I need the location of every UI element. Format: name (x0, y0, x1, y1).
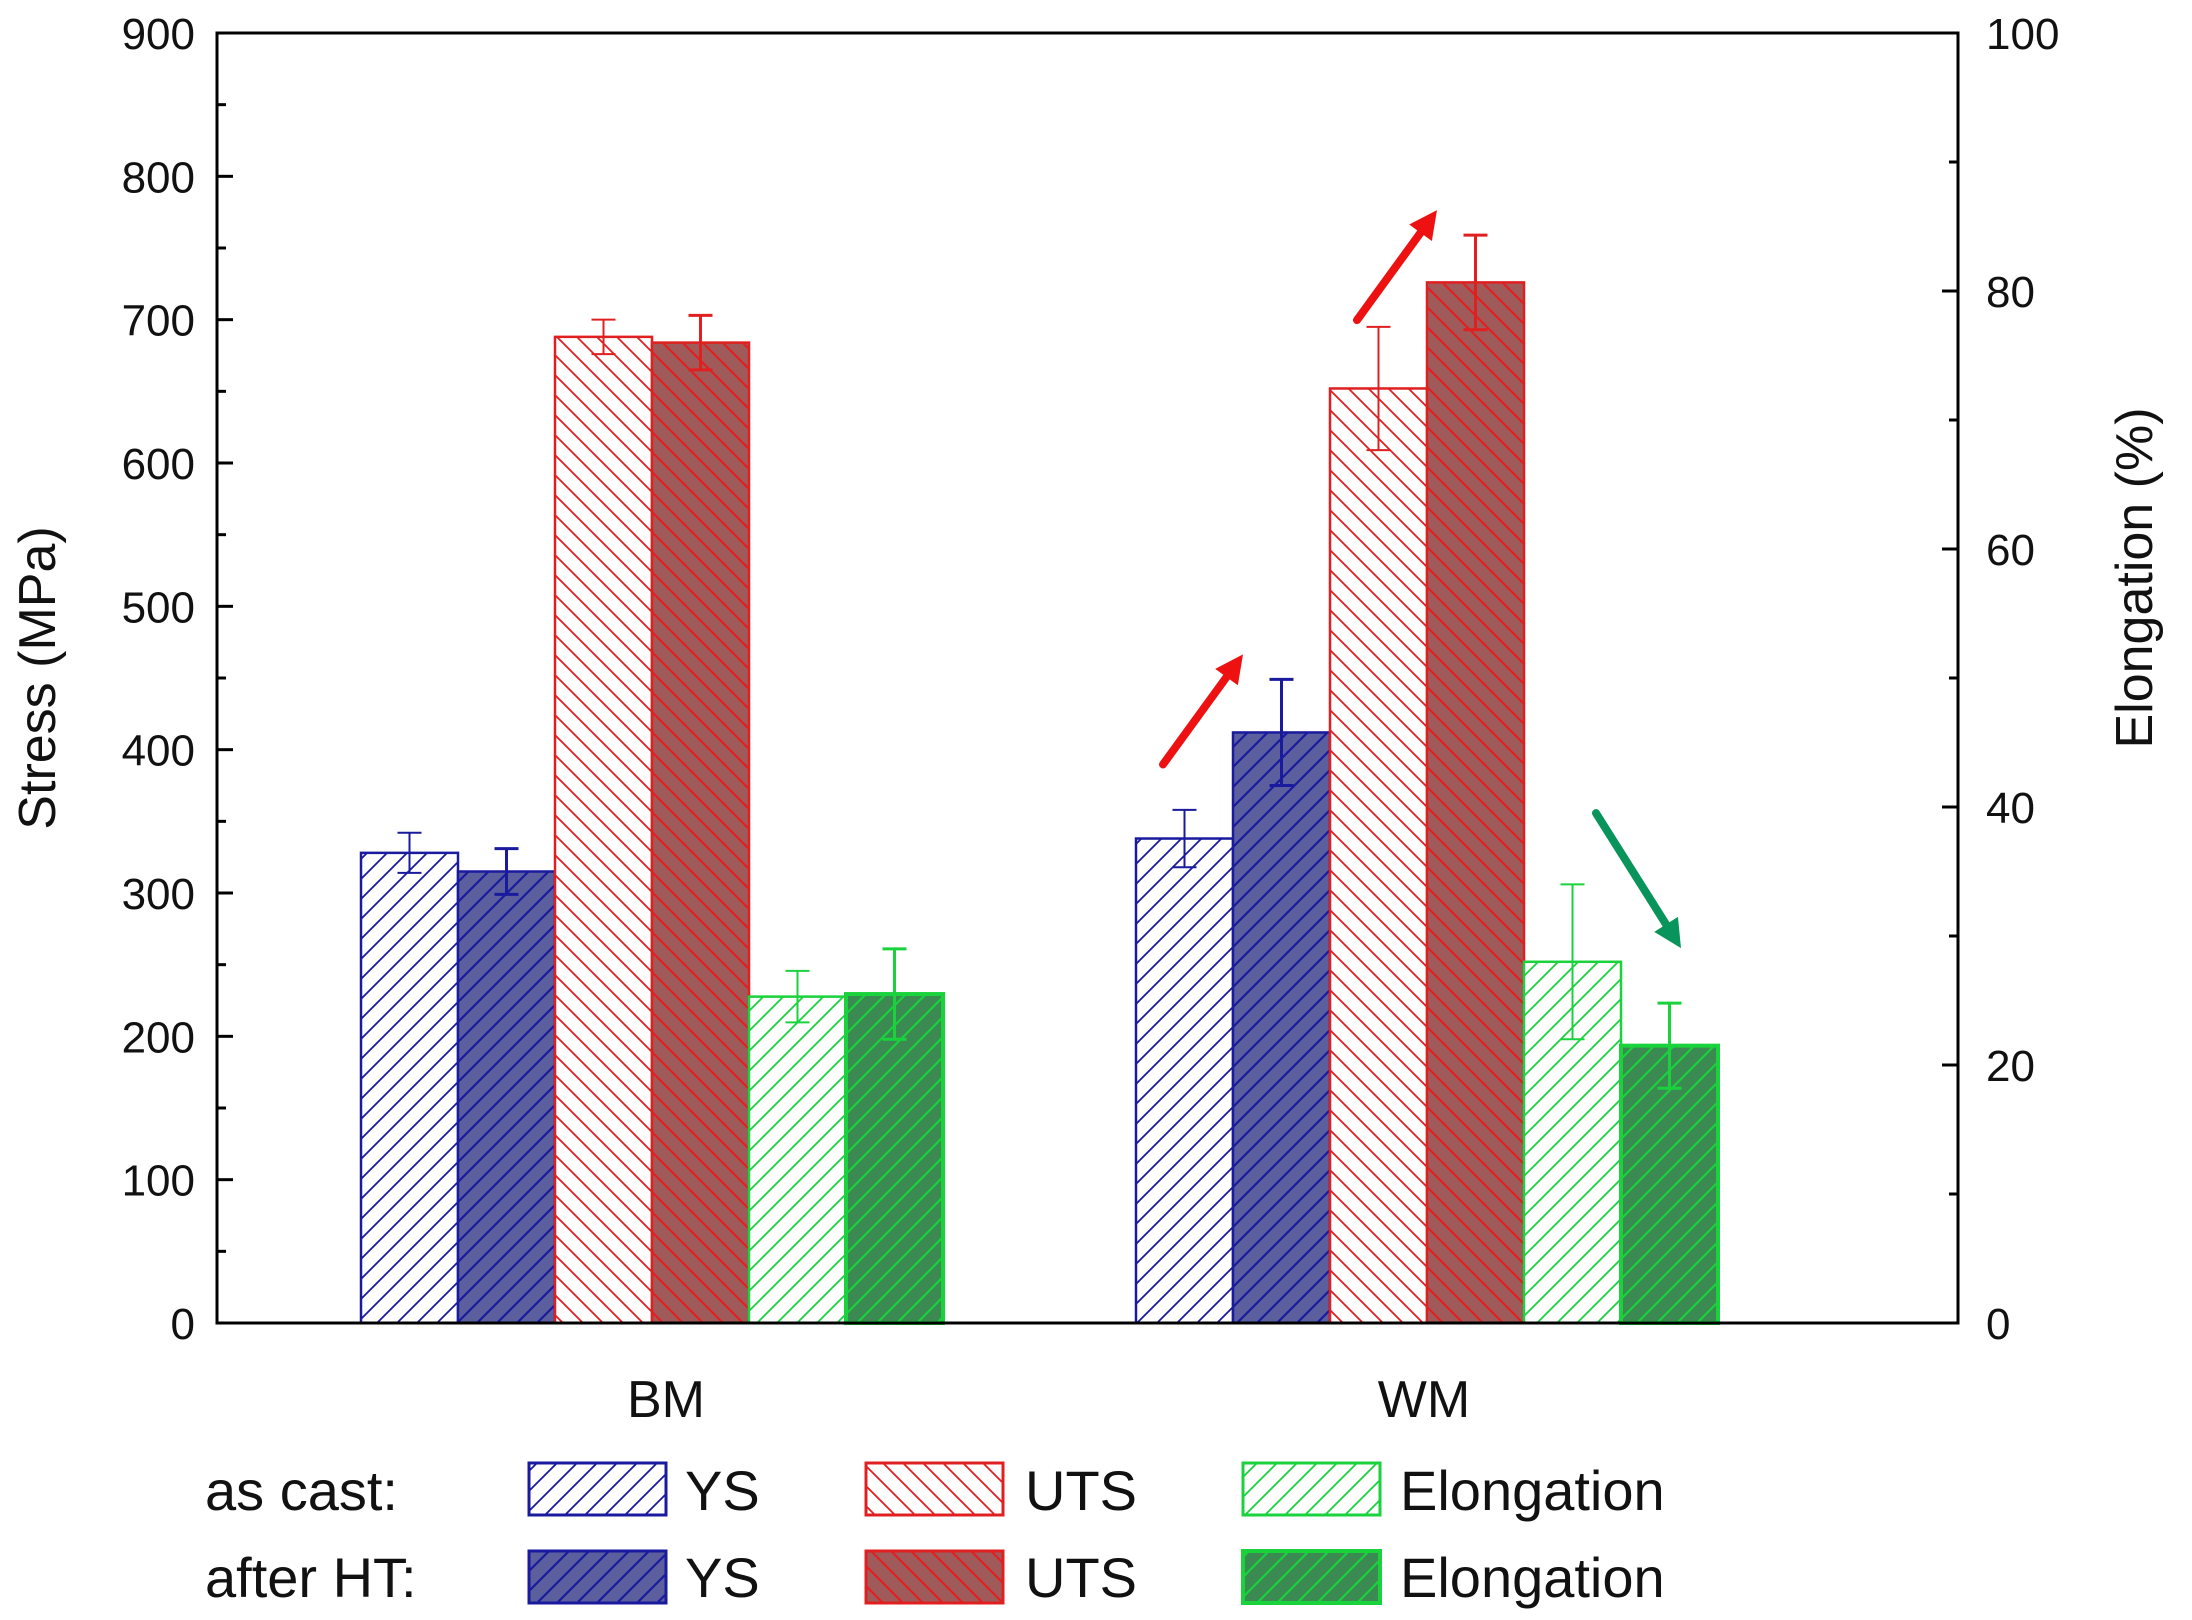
legend-swatch-uts-as-cast (864, 1461, 1005, 1517)
y-left-tick-label: 400 (122, 727, 195, 776)
y-left-tick-label: 700 (122, 297, 195, 346)
error-bar-bm-uts-cast (591, 318, 616, 356)
y-left-tick-label: 900 (122, 10, 195, 59)
legend-row-as-cast-label: as cast: (205, 1459, 398, 1522)
bar-bm-uts-ht (650, 341, 751, 1325)
bars-layer (359, 281, 1720, 1326)
legend-text-uts-as-cast: UTS (1025, 1459, 1137, 1522)
legend-text-elongation-as-cast: Elongation (1400, 1459, 1665, 1522)
trend-arrow-up-uts-ht (1353, 210, 1437, 325)
legend-row-after-ht-label: after HT: (205, 1546, 417, 1609)
bar-bm-ys-ht (456, 870, 557, 1325)
error-bar-wm-el-cast (1560, 883, 1585, 1041)
legend-text-uts-after-ht: UTS (1025, 1546, 1137, 1609)
legend-swatch-uts-after-ht (864, 1549, 1005, 1605)
category-label-wm: WM (1378, 1371, 1470, 1429)
y-right-tick-label: 40 (1986, 784, 2035, 833)
bar-bm-ys-cast (359, 851, 460, 1325)
y-right-tick-label: 20 (1986, 1042, 2035, 1091)
error-bar-bm-el-ht (882, 947, 907, 1041)
error-bar-bm-el-cast (785, 969, 810, 1024)
legend-text-ys-after-ht: YS (685, 1546, 760, 1609)
trend-arrow-up-ys-ht (1159, 654, 1243, 769)
legend-text-elongation-after-ht: Elongation (1400, 1546, 1665, 1609)
trend-arrow-down-el-ht (1592, 809, 1681, 949)
error-bar-wm-el-ht (1657, 1001, 1682, 1090)
error-bars-layer (397, 233, 1682, 1090)
category-label-bm: BM (627, 1371, 705, 1429)
y-right-tick-label: 60 (1986, 526, 2035, 575)
error-bar-wm-uts-ht (1463, 233, 1488, 332)
y-left-tick-label: 0 (171, 1300, 195, 1349)
y-axis-right-title: Elongation (%) (2106, 407, 2164, 748)
legend-swatch-elongation-as-cast (1241, 1461, 1382, 1517)
bar-wm-uts-ht (1425, 281, 1526, 1325)
bar-bm-uts-cast (553, 335, 654, 1325)
bar-wm-uts-cast (1328, 387, 1429, 1325)
legend-text-ys-as-cast: YS (685, 1459, 760, 1522)
y-left-tick-label: 100 (122, 1157, 195, 1206)
y-right-tick-label: 0 (1986, 1300, 2010, 1349)
error-bar-bm-ys-ht (494, 847, 519, 896)
legend-swatch-ys-after-ht (527, 1549, 668, 1605)
error-bar-bm-uts-ht (688, 313, 713, 372)
y-left-tick-label: 300 (122, 870, 195, 919)
bar-bm-el-ht (844, 992, 945, 1325)
y-axis-left-title: Stress (MPa) (9, 526, 67, 829)
y-right-tick-label: 100 (1986, 10, 2059, 59)
y-left-tick-label: 600 (122, 440, 195, 489)
bar-wm-el-ht (1619, 1043, 1720, 1326)
y-left-tick-label: 800 (122, 153, 195, 202)
legend-swatch-ys-as-cast (527, 1461, 668, 1517)
error-bar-wm-ys-cast (1172, 808, 1197, 869)
trend-arrows-layer (1159, 210, 1681, 949)
legend-swatch-elongation-after-ht (1241, 1549, 1382, 1605)
axis-ticks-layer: 0 100 200 300 400 500 600 700 800 900 0 20 40 60 80 100 (122, 10, 2060, 1349)
bar-wm-ys-ht (1231, 731, 1332, 1325)
y-left-tick-label: 500 (122, 583, 195, 632)
bar-wm-ys-cast (1134, 837, 1235, 1325)
error-bar-wm-uts-cast (1366, 325, 1391, 452)
y-left-tick-label: 200 (122, 1013, 195, 1062)
error-bar-bm-ys-cast (397, 831, 422, 874)
y-right-tick-label: 80 (1986, 268, 2035, 317)
error-bar-wm-ys-ht (1269, 677, 1294, 787)
bar-bm-el-cast (747, 995, 848, 1325)
legend: as cast: after HT: YS UTS Elongation YS … (205, 1459, 1665, 1609)
